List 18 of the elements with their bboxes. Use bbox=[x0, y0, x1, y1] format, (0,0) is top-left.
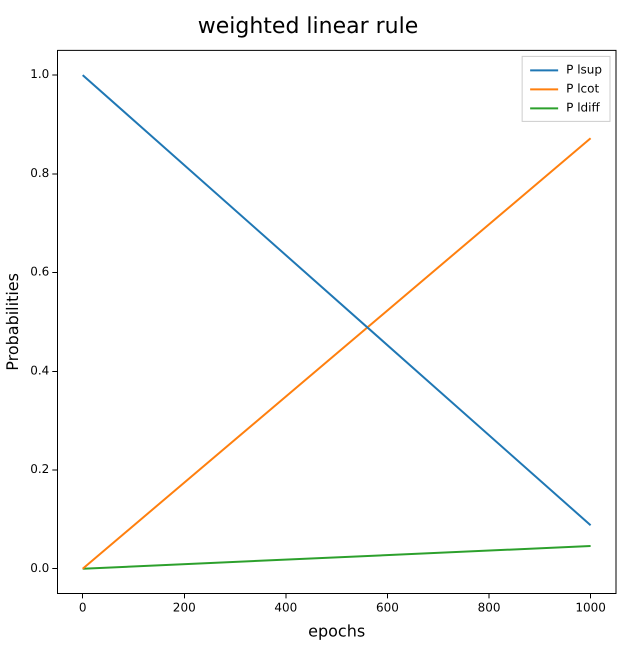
y-axis-title: Probabilities bbox=[2, 273, 22, 371]
x-axis-title: epochs bbox=[308, 622, 366, 641]
x-tick-label: 200 bbox=[172, 600, 196, 615]
x-tick-label: 1000 bbox=[575, 600, 606, 615]
chart-title: weighted linear rule bbox=[198, 14, 418, 39]
legend-label: P lsup bbox=[566, 62, 602, 77]
y-tick-label: 0.2 bbox=[30, 462, 50, 476]
y-tick-label: 0.4 bbox=[30, 363, 50, 378]
legend-label: P lcot bbox=[566, 82, 600, 96]
y-tick-label: 1.0 bbox=[30, 67, 50, 82]
x-tick-label: 800 bbox=[478, 600, 500, 615]
legend-label: P ldiff bbox=[566, 100, 600, 115]
x-tick-label: 600 bbox=[376, 600, 399, 615]
x-tick-label: 400 bbox=[274, 600, 298, 615]
x-tick-label: 0 bbox=[78, 600, 86, 615]
y-tick-label: 0.6 bbox=[30, 264, 50, 279]
y-tick-label: 0.0 bbox=[30, 560, 50, 575]
y-tick-label: 0.8 bbox=[30, 166, 50, 180]
